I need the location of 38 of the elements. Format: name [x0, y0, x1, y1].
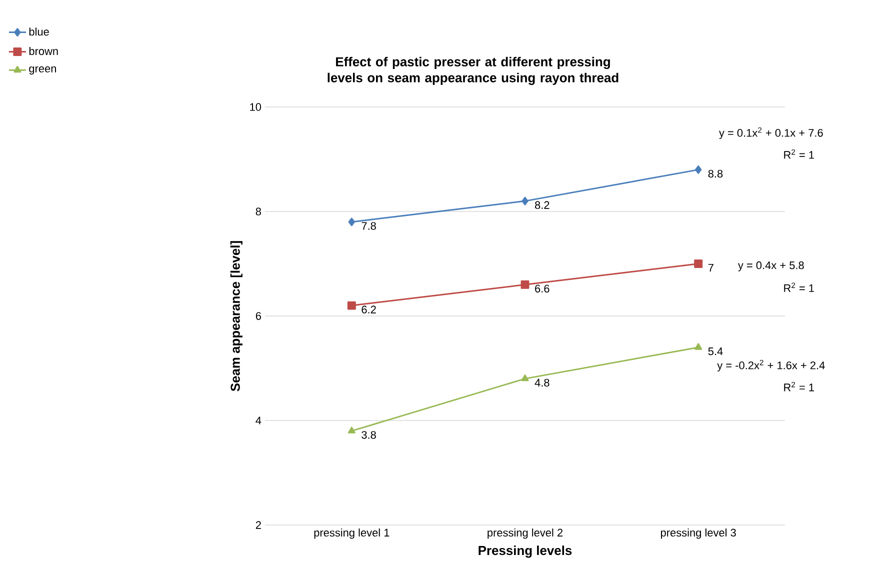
y-tick-label: 6 — [256, 312, 261, 320]
point — [347, 301, 356, 310]
point — [694, 343, 702, 350]
data-label: 5.4 — [708, 348, 723, 356]
data-label: 7 — [708, 264, 714, 272]
x-tick-label: pressing level 3 — [660, 528, 736, 539]
x-axis-title: Pressing levels — [478, 546, 572, 558]
annotation: R$^{2}$ = 1 — [784, 282, 814, 292]
y-tick-label: 8 — [256, 208, 261, 216]
data-label: 7.8 — [362, 222, 376, 230]
y-axis-title: Seam appearance [level] — [230, 241, 242, 392]
point — [694, 260, 703, 268]
annotation: y = 0.4x + 5.8 — [738, 261, 804, 272]
point — [348, 218, 356, 226]
point — [348, 426, 356, 434]
x-tick-label: pressing level 2 — [488, 528, 562, 539]
data-label: 8.2 — [534, 201, 550, 209]
data-label: 4.8 — [534, 378, 550, 387]
legend-label: green — [29, 66, 56, 75]
data-label: 3.8 — [362, 431, 376, 439]
y-tick-label: 2 — [256, 521, 261, 529]
data-label: 6.6 — [535, 284, 550, 293]
x-tick-label: pressing level 1 — [314, 528, 390, 539]
point — [522, 196, 528, 206]
legend-label: blue — [29, 28, 49, 36]
data-label: 8.8 — [708, 170, 723, 178]
annotation: R$^{2}$ = 1 — [784, 382, 814, 392]
point — [694, 165, 702, 174]
legend-label: brown — [29, 47, 58, 56]
y-tick-label: 10 — [250, 103, 262, 111]
y-tick-label: 4 — [256, 416, 262, 424]
data-label: 6.2 — [362, 306, 376, 314]
chart-title: Effect of pastic presser at different pressing levels on seam appearance using rayon thread — [328, 56, 618, 85]
point — [521, 374, 529, 382]
annotation: y = 0.1x$^{2}$ + 0.1x + 7.6 — [718, 127, 823, 139]
point — [520, 280, 530, 289]
annotation: y = -0.2x$^{2}$ + 1.6x + 2.4 — [717, 360, 825, 372]
annotation: R$^{2}$ = 1 — [784, 149, 814, 159]
